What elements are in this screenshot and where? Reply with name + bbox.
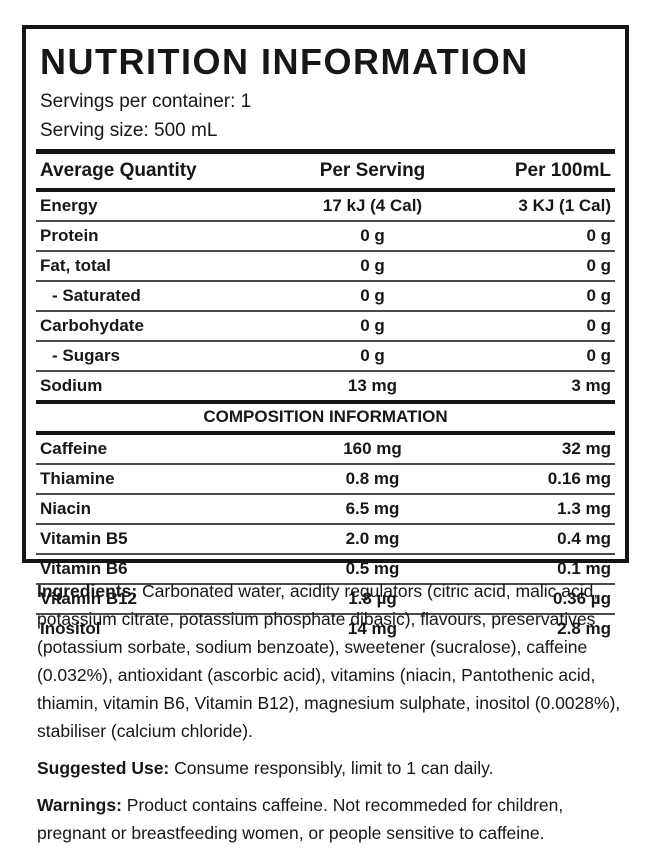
row-label: Niacin (40, 499, 92, 518)
row-per-100ml-value: 0.4 mg (557, 529, 611, 548)
table-row: Protein 0 g 0 g (36, 222, 615, 252)
row-label: Vitamin B5 (40, 529, 128, 548)
row-label: Carbohydate (40, 316, 144, 335)
row-per-serving-value: 0 g (360, 286, 385, 305)
row-per-serving-value: 13 mg (347, 376, 398, 395)
row-per-100ml-value: 3 KJ (1 Cal) (518, 196, 611, 215)
row-per-serving-value: 14 mg (347, 619, 398, 638)
column-header-quantity: Average Quantity (40, 160, 197, 181)
row-label: Caffeine (40, 439, 108, 458)
warnings-label: Warnings: (37, 795, 122, 815)
row-per-100ml-value: 0 g (586, 256, 611, 275)
table-row: Vitamin B5 2.0 mg 0.4 mg (36, 525, 615, 555)
row-label: Energy (40, 196, 98, 215)
row-per-100ml-value: 0 g (586, 226, 611, 245)
table-top-rule (36, 149, 615, 154)
row-per-serving-value: 0.8 mg (345, 469, 400, 488)
table-row: Caffeine 160 mg 32 mg (36, 435, 615, 465)
table-header-row: Average Quantity Per Serving Per 100mL (36, 154, 615, 192)
row-per-serving-value: 0.5 mg (345, 559, 400, 578)
table-row: Fat, total 0 g 0 g (36, 252, 615, 282)
row-per-100ml-value: 0.1 mg (557, 559, 611, 578)
row-label: Sodium (40, 376, 103, 395)
composition-rows-group: Caffeine 160 mg 32 mg Thiamine 0.8 mg 0.… (36, 435, 615, 643)
table-row: Energy 17 kJ (4 Cal) 3 KJ (1 Cal) (36, 192, 615, 222)
serving-size: Serving size: 500 mL (40, 120, 218, 141)
table-row: - Sugars 0 g 0 g (36, 342, 615, 372)
nutrition-table: Average Quantity Per Serving Per 100mL E… (36, 149, 615, 643)
composition-section-header: COMPOSITION INFORMATION (36, 404, 615, 435)
column-header-per-serving: Per Serving (319, 160, 426, 181)
row-per-serving-value: 6.5 mg (345, 499, 400, 518)
row-per-100ml-value: 0.36 µg (553, 589, 611, 608)
row-per-100ml-value: 0 g (586, 346, 611, 365)
row-label: Thiamine (40, 469, 115, 488)
row-label: Vitamin B12 (40, 589, 138, 608)
ingredients-text: Carbonated water, acidity regulators (ci… (37, 581, 621, 741)
page-title: NUTRITION INFORMATION (40, 41, 529, 82)
row-per-100ml-value: 0 g (586, 316, 611, 335)
row-per-100ml-value: 0 g (586, 286, 611, 305)
row-per-serving-value: 1.8 µg (348, 589, 397, 608)
suggested-use-paragraph: Suggested Use: Consume responsibly, limi… (37, 754, 623, 782)
row-label: - Sugars (52, 346, 121, 365)
table-row: Carbohydate 0 g 0 g (36, 312, 615, 342)
ingredients-paragraph: Ingredients: Carbonated water, acidity r… (37, 577, 623, 745)
row-per-100ml-value: 0.16 mg (547, 469, 611, 488)
table-row: Sodium 13 mg 3 mg (36, 372, 615, 400)
composition-top-rule (36, 400, 615, 404)
row-per-serving-value: 0 g (360, 256, 385, 275)
warnings-paragraph: Warnings: Product contains caffeine. Not… (37, 791, 623, 847)
nutrition-rows-group: Energy 17 kJ (4 Cal) 3 KJ (1 Cal) Protei… (36, 192, 615, 400)
servings-per-container: Servings per container: 1 (40, 91, 252, 112)
row-per-100ml-value: 1.3 mg (557, 499, 611, 518)
row-per-serving-value: 0 g (360, 346, 385, 365)
row-per-100ml-value: 2.8 mg (557, 619, 611, 638)
row-per-100ml-value: 3 mg (571, 376, 611, 395)
ingredients-label: Ingredients: (37, 581, 138, 601)
row-per-serving-value: 2.0 mg (345, 529, 400, 548)
nutrition-label-panel: NUTRITION INFORMATION Servings per conta… (22, 25, 629, 638)
row-label: Vitamin B6 (40, 559, 128, 578)
table-row: Niacin 6.5 mg 1.3 mg (36, 495, 615, 525)
row-per-serving-value: 0 g (360, 226, 385, 245)
table-row: - Saturated 0 g 0 g (36, 282, 615, 312)
table-row: Thiamine 0.8 mg 0.16 mg (36, 465, 615, 495)
row-per-100ml-value: 32 mg (561, 439, 611, 458)
suggested-use-text: Consume responsibly, limit to 1 can dail… (174, 758, 494, 778)
table-row: Vitamin B12 1.8 µg 0.36 µg (36, 585, 615, 615)
label-footer: Ingredients: Carbonated water, acidity r… (37, 577, 623, 856)
row-label: Fat, total (40, 256, 111, 275)
column-header-per-100ml: Per 100mL (514, 160, 611, 181)
table-row: Vitamin B6 0.5 mg 0.1 mg (36, 555, 615, 585)
table-row: Inositol 14 mg 2.8 mg (36, 615, 615, 643)
row-label: Protein (40, 226, 99, 245)
suggested-use-label: Suggested Use: (37, 758, 170, 778)
row-per-serving-value: 17 kJ (4 Cal) (322, 196, 423, 215)
row-per-serving-value: 0 g (360, 316, 385, 335)
row-label: Inositol (40, 619, 101, 638)
row-label: - Saturated (52, 286, 141, 305)
row-per-serving-value: 160 mg (343, 439, 402, 458)
